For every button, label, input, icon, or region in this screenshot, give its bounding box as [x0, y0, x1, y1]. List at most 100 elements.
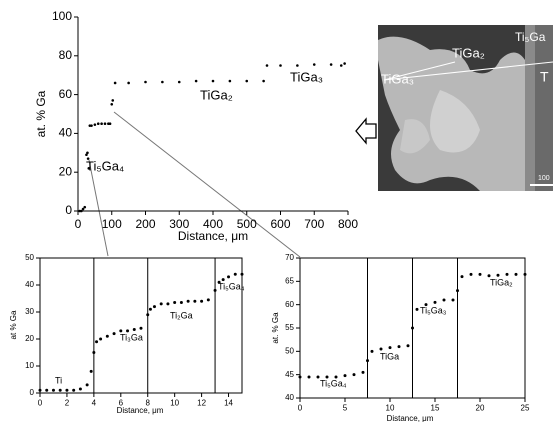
- data-point: [298, 375, 302, 379]
- data-point: [179, 301, 183, 305]
- data-point: [329, 63, 333, 66]
- y-tick-label: 100: [52, 9, 72, 23]
- data-point: [51, 388, 55, 392]
- zoom-line: [113, 111, 301, 258]
- data-point: [206, 298, 210, 302]
- data-point: [460, 275, 464, 279]
- phase-label: Ti₅Ga₄: [86, 158, 124, 173]
- data-point: [148, 307, 152, 311]
- zoom-line: [88, 159, 109, 257]
- data-point: [296, 64, 299, 67]
- y-tick-label: 65: [285, 276, 294, 285]
- data-point: [343, 374, 347, 378]
- data-point: [213, 288, 217, 292]
- data-point: [161, 80, 164, 84]
- data-point: [312, 63, 316, 66]
- data-point: [96, 122, 100, 125]
- data-point: [262, 79, 265, 83]
- data-point: [93, 123, 97, 126]
- data-point: [523, 272, 527, 276]
- x-axis-label: Distance, μm: [117, 406, 164, 415]
- phase-label: Ti₂Ga: [170, 310, 193, 320]
- data-point: [279, 64, 282, 67]
- x-tick-label: 300: [169, 217, 189, 231]
- x-tick-label: 8: [146, 399, 151, 408]
- data-point: [95, 340, 99, 344]
- data-point: [127, 81, 130, 85]
- data-point: [80, 209, 83, 213]
- y-tick-label: 0: [65, 203, 72, 217]
- y-tick-label: 50: [25, 253, 34, 262]
- data-point: [159, 302, 163, 306]
- x-tick-label: 2: [65, 399, 70, 408]
- data-point: [194, 79, 198, 83]
- x-tick-label: 0: [75, 217, 82, 231]
- data-point: [99, 337, 103, 341]
- x-tick-label: 0: [38, 399, 43, 408]
- x-tick-label: 700: [304, 217, 324, 231]
- y-tick-label: 55: [285, 323, 294, 332]
- data-point: [505, 272, 509, 276]
- y-axis-label: at. % Ga: [34, 90, 48, 137]
- data-point: [487, 274, 491, 278]
- micrograph: Ti₅Ga TiGa₂ TiGa₃ T 100: [378, 25, 553, 191]
- data-point: [370, 349, 374, 353]
- data-point: [442, 298, 446, 302]
- y-tick-label: 20: [59, 164, 73, 178]
- data-point: [144, 80, 147, 84]
- data-point: [366, 359, 369, 363]
- phase-label: TiGa₃: [290, 69, 323, 84]
- phase-label: Ti₅Ga₄: [320, 378, 347, 388]
- data-point: [228, 79, 232, 83]
- phase-label: Ti: [55, 375, 62, 385]
- data-point: [406, 344, 410, 348]
- data-point: [245, 79, 249, 83]
- data-point: [388, 346, 392, 350]
- data-point: [166, 302, 170, 306]
- data-point: [83, 205, 87, 209]
- x-tick-label: 800: [338, 217, 358, 231]
- phase-label: Ti₅Ga₃: [420, 305, 447, 315]
- data-point: [110, 103, 114, 106]
- data-point: [451, 298, 455, 302]
- y-axis-label: at. % Ga: [271, 312, 280, 344]
- data-point: [186, 299, 190, 303]
- data-point: [81, 207, 85, 211]
- image-label: TiGa₂: [452, 45, 485, 60]
- x-axis-label: Distance, μm: [178, 229, 248, 243]
- y-tick-label: 20: [25, 334, 34, 343]
- data-point: [265, 64, 269, 67]
- data-point: [132, 328, 136, 332]
- plot-frame: [39, 257, 243, 394]
- y-tick-label: 60: [285, 300, 294, 309]
- x-tick-label: 100: [102, 217, 122, 231]
- x-tick-label: 0: [298, 404, 303, 413]
- data-point: [200, 299, 204, 303]
- phase-label: Ti₃Ga: [120, 332, 143, 342]
- data-point: [227, 275, 231, 279]
- x-tick-label: 15: [431, 404, 440, 413]
- data-point: [119, 329, 123, 333]
- data-point: [108, 122, 112, 125]
- y-tick-label: 40: [285, 393, 294, 402]
- data-point: [103, 122, 107, 125]
- data-point: [92, 351, 96, 354]
- y-tick-label: 60: [59, 87, 73, 101]
- x-tick-label: 400: [203, 217, 223, 231]
- x-tick-label: 6: [119, 399, 124, 408]
- y-tick-label: 70: [285, 253, 294, 262]
- image-label: 100: [538, 175, 550, 182]
- data-point: [352, 373, 356, 377]
- data-point: [126, 329, 130, 333]
- x-tick-label: 12: [197, 399, 206, 408]
- data-point: [111, 99, 115, 102]
- data-point: [90, 124, 93, 127]
- data-point: [86, 151, 89, 155]
- data-point: [65, 388, 69, 392]
- data-point: [316, 375, 320, 379]
- data-point: [72, 388, 76, 392]
- data-point: [139, 326, 143, 330]
- x-tick-label: 10: [386, 404, 395, 413]
- y-tick-label: 40: [59, 126, 73, 140]
